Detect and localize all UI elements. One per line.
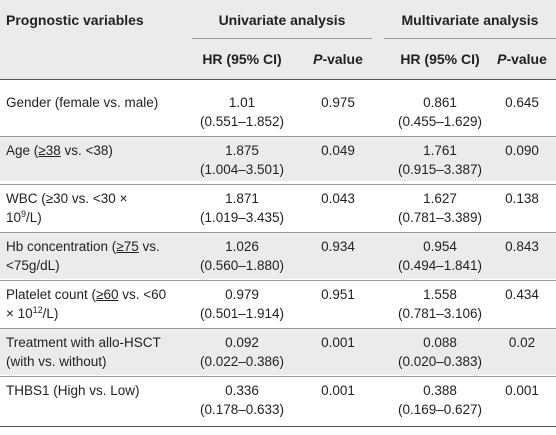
hr-univariate: 0.092	[225, 335, 259, 350]
ci-univariate: (0.560–1.880)	[199, 258, 285, 273]
ci-multivariate: (0.455–1.629)	[397, 114, 483, 129]
table-row	[0, 329, 556, 375]
row-divider	[0, 184, 556, 185]
row-label: WBC (≥30 vs. <30 ×	[6, 191, 128, 206]
hr-multivariate: 0.388	[423, 383, 457, 398]
p-multivariate: 0.001	[505, 383, 539, 398]
ci-multivariate: (0.781–3.106)	[397, 306, 483, 321]
ci-univariate: (0.501–1.914)	[199, 306, 285, 321]
hr-univariate: 1.01	[228, 95, 256, 110]
p-multivariate: 0.434	[505, 287, 539, 302]
hr-multivariate: 1.558	[423, 287, 457, 302]
p-univariate: 0.049	[321, 143, 355, 158]
ci-univariate: (0.551–1.852)	[199, 114, 285, 129]
row-label: Hb concentration (≥75 vs.	[6, 239, 160, 254]
p-univariate: 0.951	[321, 287, 355, 302]
header-prognostic-variables: Prognostic variables	[6, 12, 144, 28]
row-label-line2: (with vs. without)	[6, 354, 107, 369]
ci-multivariate: (0.020–0.383)	[397, 354, 483, 369]
p-multivariate: 0.02	[508, 335, 536, 350]
table-row	[0, 137, 556, 181]
p-univariate: 0.001	[321, 383, 355, 398]
hr-univariate: 1.026	[225, 239, 259, 254]
p-univariate: 0.975	[321, 95, 355, 110]
group-underline-univariate	[192, 38, 372, 39]
p-multivariate: 0.138	[505, 191, 539, 206]
header-univariate-analysis: Univariate analysis	[218, 12, 346, 28]
row-divider	[0, 136, 556, 137]
row-divider	[0, 280, 556, 281]
row-divider	[0, 328, 556, 329]
ci-multivariate: (0.781–3.389)	[397, 210, 483, 225]
row-label-line2: × 1012/L)	[6, 305, 59, 322]
p-univariate: 0.043	[321, 191, 355, 206]
group-underline-multivariate	[384, 38, 556, 39]
ci-multivariate: (0.494–1.841)	[397, 258, 483, 273]
row-label: Platelet count (≥60 vs. <60	[6, 287, 167, 302]
table-header	[0, 0, 556, 79]
ci-univariate: (0.022–0.386)	[199, 354, 285, 369]
table-row	[0, 86, 556, 130]
p-univariate: 0.001	[321, 335, 355, 350]
ci-univariate: (1.019–3.435)	[199, 210, 285, 225]
row-label: Gender (female vs. male)	[6, 95, 159, 110]
hr-multivariate: 0.954	[423, 239, 457, 254]
header-hr-univariate: HR (95% CI)	[202, 51, 282, 67]
table-row	[0, 185, 556, 231]
ci-univariate: (1.004–3.501)	[199, 162, 285, 177]
hr-univariate: 1.875	[225, 143, 259, 158]
p-multivariate: 0.645	[505, 95, 539, 110]
p-multivariate: 0.090	[505, 143, 539, 158]
hr-multivariate: 1.761	[423, 143, 457, 158]
p-multivariate: 0.843	[505, 239, 539, 254]
table-row	[0, 281, 556, 327]
row-label: Treatment with allo-HSCT	[6, 335, 161, 350]
row-label-line2: <75g/dL)	[6, 258, 60, 273]
row-divider	[0, 232, 556, 233]
p-univariate: 0.934	[321, 239, 355, 254]
hr-univariate: 0.979	[225, 287, 259, 302]
ci-multivariate: (0.169–0.627)	[397, 402, 483, 417]
ci-univariate: (0.178–0.633)	[199, 402, 285, 417]
hr-multivariate: 0.861	[423, 95, 457, 110]
header-pvalue-multivariate: P-value	[497, 51, 547, 67]
ci-multivariate: (0.915–3.387)	[397, 162, 483, 177]
header-bottom-rule	[0, 79, 556, 80]
header-multivariate-analysis: Multivariate analysis	[401, 12, 539, 28]
hr-univariate: 0.336	[225, 383, 259, 398]
row-divider	[0, 376, 556, 377]
hr-multivariate: 1.627	[423, 191, 457, 206]
row-label-line2: 109/L)	[6, 209, 42, 226]
row-label: THBS1 (High vs. Low)	[6, 383, 140, 398]
table-row	[0, 233, 556, 279]
header-pvalue-univariate: P-value	[313, 51, 363, 67]
hr-multivariate: 0.088	[423, 335, 457, 350]
table-bottom-rule	[0, 426, 556, 427]
table-row	[0, 377, 556, 425]
header-hr-multivariate: HR (95% CI)	[400, 51, 480, 67]
row-label: Age (≥38 vs. <38)	[6, 143, 113, 158]
hr-univariate: 1.871	[225, 191, 259, 206]
